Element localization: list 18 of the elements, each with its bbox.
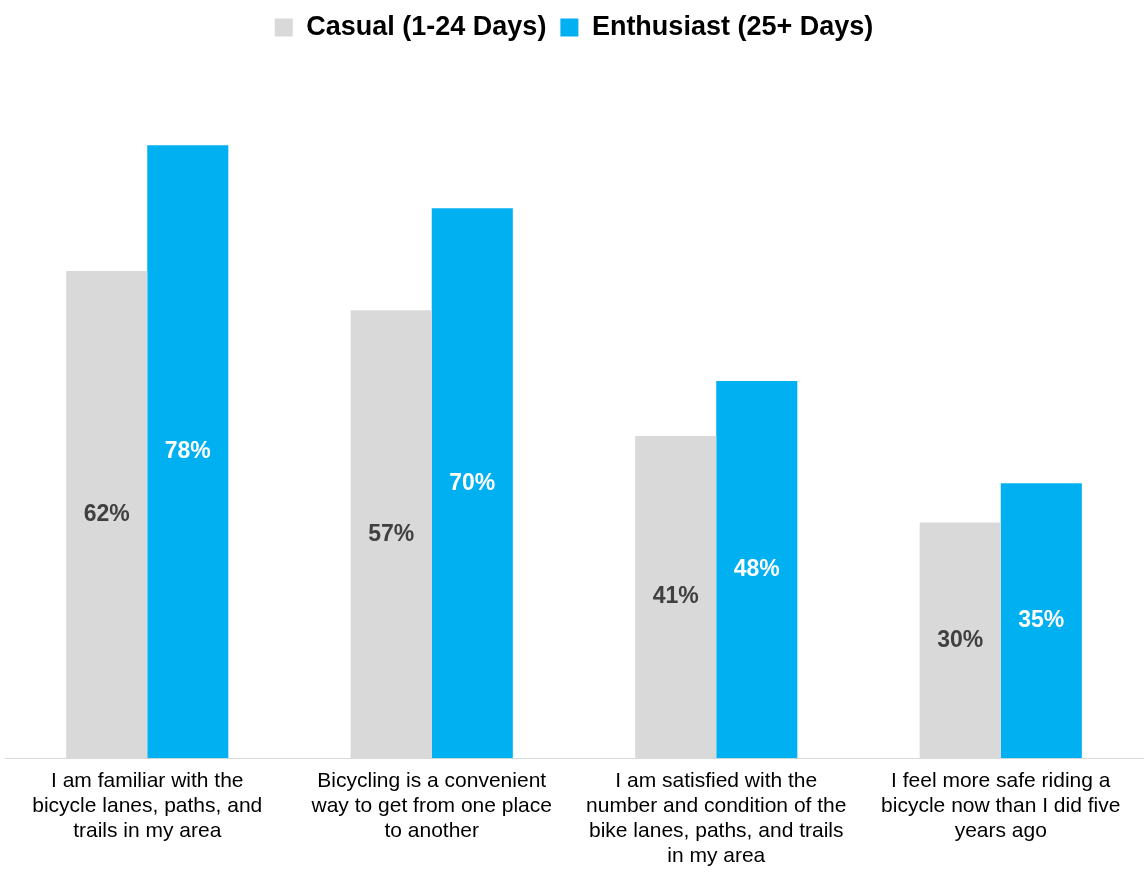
legend-label: Enthusiast (25+ Days) <box>591 10 874 41</box>
data-label: 70% <box>449 468 496 495</box>
data-label: 48% <box>733 554 780 581</box>
x-tick-label: Bicycling is a convenient way to get from one place to another <box>310 767 552 841</box>
bar <box>431 208 513 759</box>
data-label: 62% <box>83 499 130 526</box>
bar <box>716 381 798 759</box>
data-label: 35% <box>1018 606 1065 633</box>
x-tick-label: I am satisfied with the number and condition of the bike lanes, paths, and trails in my area <box>586 767 847 867</box>
legend-label: Casual (1-24 Days) <box>306 10 547 41</box>
x-tick-label: I feel more safe riding a bicycle now than I did five years ago <box>881 767 1121 841</box>
x-tick-label: I am familiar with the bicycle lanes, paths, and trails in my area <box>32 767 263 841</box>
data-label: 57% <box>368 519 415 546</box>
bar <box>147 145 229 759</box>
data-label: 78% <box>164 437 211 464</box>
data-label: 30% <box>937 625 984 652</box>
data-label: 41% <box>652 582 699 609</box>
bar <box>1000 483 1082 759</box>
